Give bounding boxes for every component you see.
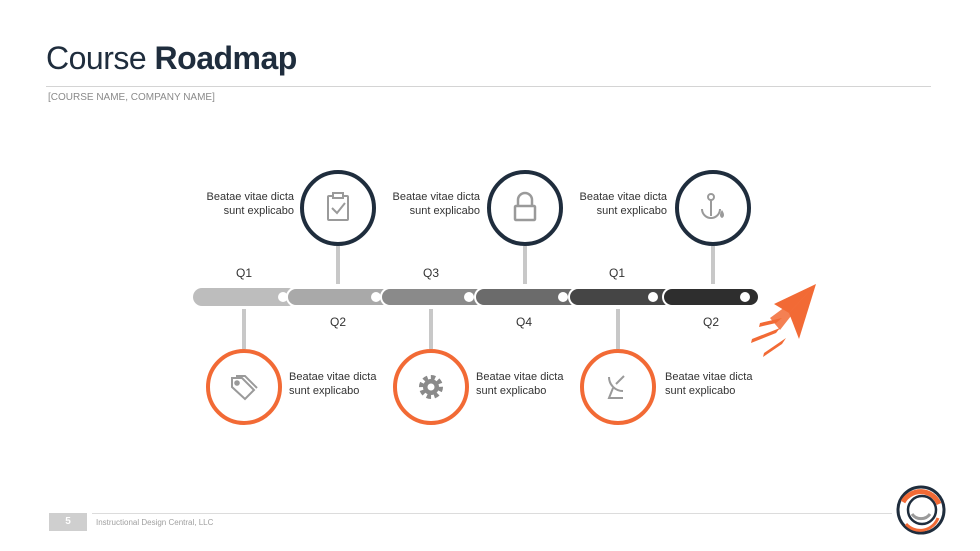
title-light: Course — [46, 40, 147, 76]
paper-plane-icon — [751, 284, 816, 357]
segment-3-dot — [464, 292, 474, 302]
quarter-label-bottom-1: Q2 — [329, 315, 347, 329]
tags-icon — [231, 375, 258, 401]
milestone-caption-top-3: Beatae vitae dicta sunt explicabo — [557, 190, 667, 218]
header-divider — [46, 86, 931, 87]
caption-line: sunt explicabo — [289, 385, 360, 397]
milestone-circle-top-2 — [487, 170, 563, 246]
milestone-caption-bottom-3: Beatae vitae dicta sunt explicabo — [665, 370, 775, 398]
caption-line: sunt explicabo — [596, 205, 667, 217]
company-logo — [896, 485, 946, 535]
milestone-circle-top-1 — [300, 170, 376, 246]
quarter-label-top-3: Q1 — [608, 266, 626, 280]
milestone-circle-bottom-3 — [580, 349, 656, 425]
segment-2-dot — [371, 292, 381, 302]
quarter-label-bottom-2: Q4 — [515, 315, 533, 329]
caption-line: sunt explicabo — [665, 385, 736, 397]
connector-stems — [242, 246, 715, 349]
caption-line: Beatae vitae dicta — [476, 371, 564, 383]
segment-6 — [662, 287, 760, 307]
page-number: 5 — [49, 513, 87, 531]
quarter-label-top-2: Q3 — [422, 266, 440, 280]
caption-line: Beatae vitae dicta — [392, 191, 480, 203]
title-bold: Roadmap — [154, 40, 298, 76]
segment-1-dot — [278, 292, 288, 302]
caption-line: sunt explicabo — [476, 385, 547, 397]
caption-line: sunt explicabo — [409, 205, 480, 217]
caption-line: Beatae vitae dicta — [665, 371, 753, 383]
caption-line: Beatae vitae dicta — [206, 191, 294, 203]
milestone-caption-bottom-1: Beatae vitae dicta sunt explicabo — [289, 370, 399, 398]
caption-line: sunt explicabo — [223, 205, 294, 217]
segment-6-dot — [740, 292, 750, 302]
caption-line: Beatae vitae dicta — [579, 191, 667, 203]
segment-5-dot — [648, 292, 658, 302]
milestone-caption-top-1: Beatae vitae dicta sunt explicabo — [184, 190, 294, 218]
clipboard-check-icon — [327, 192, 349, 221]
footer-divider — [92, 513, 892, 514]
milestone-caption-top-2: Beatae vitae dicta sunt explicabo — [370, 190, 480, 218]
quarter-label-top-1: Q1 — [235, 266, 253, 280]
page-title: Course Roadmap — [46, 40, 297, 77]
lock-icon — [513, 191, 537, 222]
milestone-circle-bottom-1 — [206, 349, 282, 425]
satellite-dish-icon — [607, 375, 625, 399]
segment-4-dot — [558, 292, 568, 302]
page-subtitle: [COURSE NAME, COMPANY NAME] — [48, 92, 215, 103]
milestone-caption-bottom-2: Beatae vitae dicta sunt explicabo — [476, 370, 586, 398]
milestone-circle-top-3 — [675, 170, 751, 246]
gear-icon — [419, 375, 443, 399]
segment-1 — [193, 288, 297, 306]
footer-company: Instructional Design Central, LLC — [96, 518, 214, 527]
anchor-drop-icon — [701, 193, 724, 219]
timeline-bar — [193, 287, 760, 307]
quarter-label-bottom-3: Q2 — [702, 315, 720, 329]
caption-line: Beatae vitae dicta — [289, 371, 377, 383]
